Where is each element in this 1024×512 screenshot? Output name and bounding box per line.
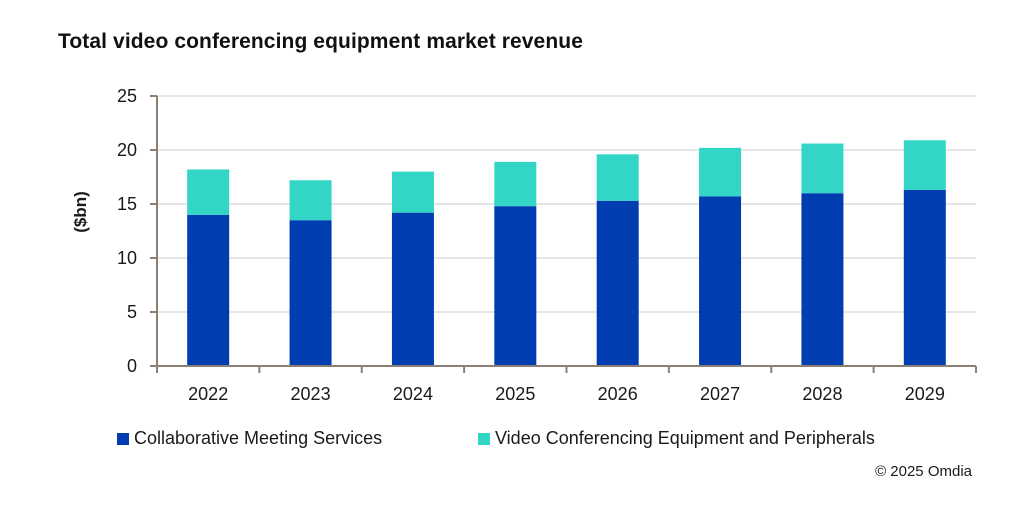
- bar-video-conferencing-equipment-2026: [596, 154, 639, 201]
- bar-video-conferencing-equipment-2023: [289, 180, 332, 221]
- bar-video-conferencing-equipment-2029: [903, 140, 946, 190]
- bar-collaborative-meeting-services-2028: [801, 193, 844, 366]
- legend-item-video-conferencing-equipment: Video Conferencing Equipment and Periphe…: [478, 428, 875, 449]
- y-tick-label: 0: [127, 356, 137, 376]
- source-credit: © 2025 Omdia: [875, 463, 972, 480]
- legend-label: Video Conferencing Equipment and Periphe…: [495, 428, 875, 448]
- bar-video-conferencing-equipment-2022: [187, 169, 230, 215]
- x-tick-label: 2029: [905, 384, 945, 404]
- y-tick-label: 15: [117, 194, 137, 214]
- legend-item-collaborative-meeting-services: Collaborative Meeting Services: [117, 428, 382, 449]
- legend-label: Collaborative Meeting Services: [134, 428, 383, 448]
- bar-collaborative-meeting-services-2023: [289, 220, 332, 366]
- x-tick-label: 2023: [291, 384, 331, 404]
- x-tick-label: 2022: [188, 384, 228, 404]
- x-tick-labels: 2022 2023 2024 2025 2026 2027 2028 2029: [188, 384, 945, 404]
- x-tick-label: 2024: [393, 384, 433, 404]
- y-tick-label: 25: [117, 86, 137, 106]
- bar-collaborative-meeting-services-2024: [391, 212, 434, 366]
- bars: [187, 140, 946, 366]
- bar-collaborative-meeting-services-2022: [187, 214, 230, 366]
- bar-collaborative-meeting-services-2029: [903, 189, 946, 366]
- x-tick-label: 2027: [700, 384, 740, 404]
- y-tick-label: 10: [117, 248, 137, 268]
- y-tick-label: 5: [127, 302, 137, 322]
- x-tick-label: 2028: [802, 384, 842, 404]
- bar-video-conferencing-equipment-2028: [801, 143, 844, 194]
- bar-collaborative-meeting-services-2025: [494, 206, 537, 366]
- y-tick-labels: 0 5 10 15 20 25: [117, 86, 137, 376]
- x-tick-label: 2025: [495, 384, 535, 404]
- bar-video-conferencing-equipment-2025: [494, 161, 537, 207]
- chart-title: Total video conferencing equipment marke…: [58, 30, 583, 53]
- bar-collaborative-meeting-services-2026: [596, 200, 639, 366]
- gridlines: [157, 95, 976, 313]
- bar-collaborative-meeting-services-2027: [699, 196, 742, 366]
- bar-video-conferencing-equipment-2027: [699, 147, 742, 197]
- y-tick-label: 20: [117, 140, 137, 160]
- axes: [150, 95, 977, 373]
- legend-swatch-teal: [478, 432, 490, 445]
- x-tick-label: 2026: [598, 384, 638, 404]
- legend-swatch-blue: [117, 432, 129, 445]
- y-axis-label: ($bn): [71, 191, 90, 233]
- bar-video-conferencing-equipment-2024: [391, 171, 434, 213]
